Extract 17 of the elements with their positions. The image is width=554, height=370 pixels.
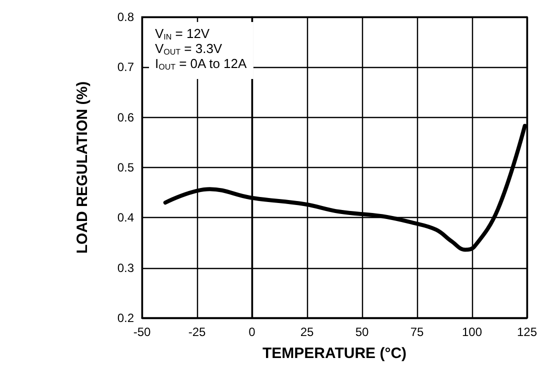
x-tick-label: 50 [355,325,369,339]
y-tick-label: 0.7 [117,60,134,74]
y-tick-label: 0.2 [117,311,134,325]
x-tick-label: 25 [300,325,314,339]
x-tick-label: 0 [248,325,256,339]
y-tick-label: 0.4 [117,210,134,225]
x-tick-label: -50 [133,325,151,339]
y-axis-title: LOAD REGULATION (%) [74,81,91,254]
x-tick-label: 125 [516,325,538,339]
y-tick-label: 0.3 [117,260,134,275]
y-tick-label: 0.8 [117,10,134,24]
x-axis-title: TEMPERATURE (°C) [262,345,407,362]
x-tick-label: 75 [410,325,424,339]
y-tick-label: 0.5 [117,160,134,174]
x-tick-label: -25 [188,325,206,339]
x-tick-label: 100 [462,325,482,339]
y-tick-label: 0.6 [117,110,134,124]
